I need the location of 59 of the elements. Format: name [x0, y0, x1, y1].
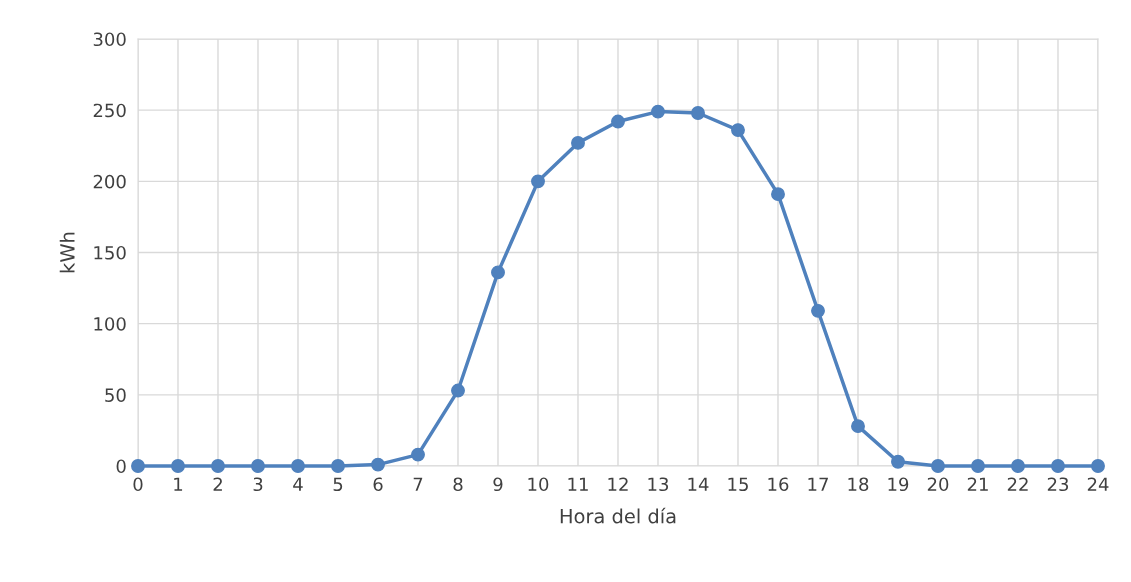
point: [891, 454, 905, 469]
point: [531, 174, 545, 189]
point: [691, 106, 705, 120]
point: [171, 459, 185, 473]
point: [371, 457, 385, 472]
y-tick-label: 300: [93, 32, 126, 47]
y-axis-title: kWh: [59, 232, 75, 273]
x-tick-label: 9: [493, 477, 503, 492]
x-tick-label: 2: [213, 477, 222, 491]
point: [571, 135, 585, 150]
x-tick-label: 15: [728, 477, 748, 492]
point: [931, 459, 945, 473]
point: [131, 459, 145, 473]
y-tick-label: 50: [105, 388, 126, 402]
point: [1091, 459, 1105, 473]
x-tick-label: 24: [1087, 477, 1109, 491]
x-tick-label: 12: [608, 477, 628, 491]
x-tick-label: 19: [888, 477, 909, 492]
point: [651, 104, 665, 119]
x-tick-label: 18: [848, 477, 869, 492]
y-tick-label: 100: [94, 317, 126, 331]
point: [411, 447, 425, 462]
y-tick-label: 250: [93, 103, 126, 118]
x-tick-label: 14: [688, 477, 709, 491]
x-axis-title: Hora del día: [560, 507, 676, 524]
x-tick-label: 1: [174, 477, 183, 491]
point: [731, 123, 745, 138]
point: [491, 265, 505, 280]
x-tick-label: 17: [808, 477, 828, 491]
x-tick-label: 21: [967, 477, 988, 491]
x-tick-label: 7: [413, 477, 423, 491]
point: [811, 303, 825, 318]
point: [771, 187, 785, 202]
x-tick-label: 11: [568, 477, 588, 491]
x-tick-label: 8: [453, 477, 463, 492]
point: [331, 459, 345, 473]
x-tick-label: 16: [768, 477, 789, 492]
x-tick-label: 22: [1007, 477, 1028, 491]
x-tick-label: 6: [373, 477, 383, 492]
point: [291, 459, 305, 473]
x-tick-label: 23: [1047, 477, 1069, 492]
x-tick-label: 10: [528, 477, 549, 492]
x-tick-label: 20: [927, 477, 949, 492]
point: [1011, 459, 1025, 473]
y-tick-label: 200: [93, 174, 126, 189]
point: [1051, 459, 1065, 473]
y-tick-label: 0: [116, 459, 126, 474]
x-tick-label: 4: [293, 477, 303, 491]
point: [851, 419, 865, 434]
point: [211, 459, 225, 473]
x-tick-label: 5: [333, 477, 343, 492]
point: [971, 459, 985, 473]
point: [611, 114, 625, 129]
point: [251, 459, 265, 473]
x-tick-label: 0: [133, 477, 143, 492]
point: [451, 383, 465, 398]
x-tick-label: 13: [648, 477, 669, 492]
y-tick-label: 150: [94, 245, 126, 260]
x-tick-label: 3: [253, 477, 263, 492]
